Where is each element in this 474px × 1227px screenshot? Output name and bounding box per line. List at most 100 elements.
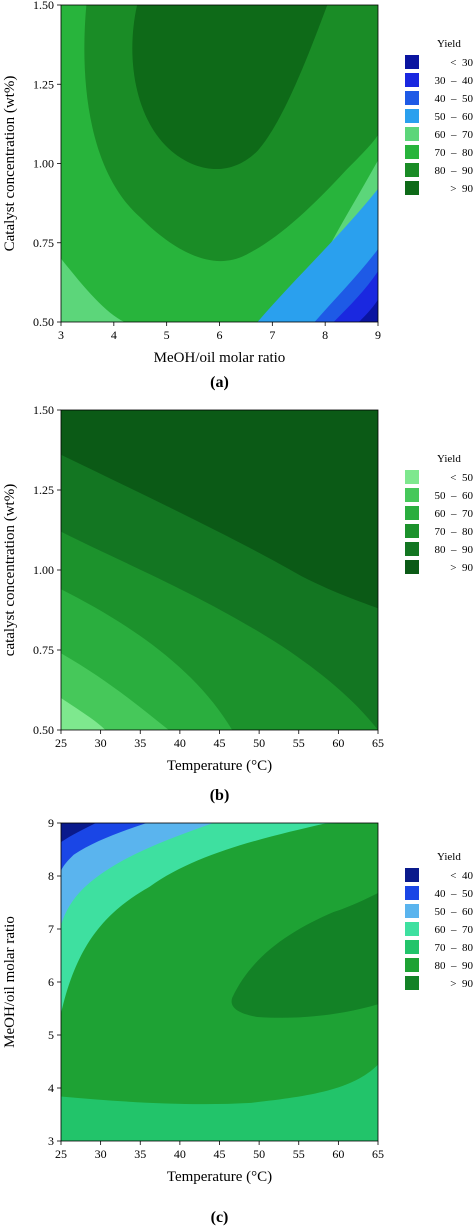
- y-tick-label: 1.25: [33, 77, 54, 91]
- contour-region: [61, 823, 328, 1014]
- contour-region: [61, 410, 378, 609]
- legend-swatch: [405, 506, 419, 520]
- legend-swatch: [405, 886, 419, 900]
- panel-label: (c): [211, 1209, 229, 1226]
- legend-label: 40 – 50: [435, 888, 474, 900]
- contour-region: [61, 823, 96, 843]
- contour-region: [231, 892, 378, 1018]
- x-tick-label: 7: [269, 328, 275, 342]
- legend-label: 60 – 70: [435, 508, 474, 520]
- y-tick-label: 0.75: [33, 643, 54, 657]
- y-axis-label: Catalyst concentration (wt%): [2, 76, 18, 252]
- legend-label: 50 – 60: [435, 906, 474, 918]
- legend-swatch: [405, 55, 419, 69]
- x-tick-label: 25: [55, 1147, 67, 1161]
- y-tick-label: 1.00: [33, 157, 54, 171]
- legend-swatch: [405, 976, 419, 990]
- contour-panel-1: 3 4 5 6 7 8 9 0.50 0.75 1.00 1.25 1.50 MeOH/oil mola…: [2, 0, 474, 391]
- legend-title: Yield: [437, 453, 461, 465]
- y-tick-label: 5: [48, 1028, 54, 1042]
- x-tick-label: 50: [253, 736, 265, 750]
- y-tick-label: 8: [48, 869, 54, 883]
- legend-swatch: [405, 163, 419, 177]
- legend-swatch: [405, 542, 419, 556]
- y-tick-label: 0.75: [33, 236, 54, 250]
- legend-swatch: [405, 868, 419, 882]
- legend-swatch: [405, 524, 419, 538]
- x-tick-label: 5: [164, 328, 170, 342]
- y-tick-label: 3: [48, 1134, 54, 1148]
- legend-label: > 90: [450, 978, 473, 990]
- y-tick-label: 1.50: [33, 0, 54, 12]
- legend-swatch: [405, 109, 419, 123]
- contour-regions: [61, 410, 378, 730]
- x-tick-label: 30: [95, 1147, 107, 1161]
- y-tick-label: 0.50: [33, 315, 54, 329]
- panel-label: (a): [210, 374, 229, 391]
- contour-panel-2: 25 30 35 40 45 50 55 60 65 0.50 0.75 1.00 1.25 1.50 Te…: [2, 403, 474, 804]
- legend-label: 70 – 80: [435, 526, 474, 538]
- contour-regions: [61, 823, 378, 1141]
- legend-label: 60 – 70: [435, 924, 474, 936]
- x-tick-label: 30: [95, 736, 107, 750]
- contour-region: [358, 299, 378, 322]
- legend-label: 30 – 40: [435, 75, 474, 87]
- legend-swatch: [405, 958, 419, 972]
- x-tick-label: 35: [134, 1147, 146, 1161]
- legend-swatch: [405, 181, 419, 195]
- legend-label: < 30: [450, 57, 473, 69]
- legend-label: < 40: [450, 870, 473, 882]
- y-tick-label: 1.50: [33, 403, 54, 417]
- legend-swatch: [405, 127, 419, 141]
- contour-regions: [61, 5, 378, 322]
- legend: Yield < 50 50 – 60 60 – 70 70 – 80 80 – 90 > 9…: [405, 453, 474, 574]
- contour-region: [333, 271, 378, 322]
- legend-label: 50 – 60: [435, 111, 474, 123]
- legend: Yield < 30 30 – 40 40 – 50 50 – 60 60 – 70 70 …: [405, 38, 474, 195]
- x-tick-label: 25: [55, 736, 67, 750]
- contour-region: [61, 698, 106, 730]
- legend-swatch: [405, 91, 419, 105]
- legend-label: 80 – 90: [435, 165, 474, 177]
- legend-title: Yield: [437, 851, 461, 863]
- x-axis-label: MeOH/oil molar ratio: [154, 350, 286, 366]
- legend-label: 40 – 50: [435, 93, 474, 105]
- x-tick-label: 40: [174, 1147, 186, 1161]
- legend-swatch: [405, 470, 419, 484]
- x-tick-label: 55: [293, 736, 305, 750]
- contour-region: [132, 5, 328, 170]
- legend-label: > 90: [450, 562, 473, 574]
- contour-region: [61, 823, 147, 871]
- legend-title: Yield: [437, 38, 461, 50]
- legend-swatch: [405, 904, 419, 918]
- legend-label: > 90: [450, 183, 473, 195]
- y-axis-label: MeOH/oil molar ratio: [2, 916, 18, 1048]
- x-tick-label: 45: [214, 736, 226, 750]
- y-tick-label: 7: [48, 922, 54, 936]
- legend-swatch: [405, 73, 419, 87]
- y-tick-label: 0.50: [33, 723, 54, 737]
- y-axis-label: catalyst concentration (wt%): [2, 484, 18, 656]
- legend-label: 80 – 90: [435, 960, 474, 972]
- x-tick-label: 50: [253, 1147, 265, 1161]
- legend-swatch: [405, 940, 419, 954]
- x-tick-label: 6: [217, 328, 223, 342]
- x-tick-label: 65: [372, 736, 384, 750]
- legend-label: 60 – 70: [435, 129, 474, 141]
- contour-region: [61, 823, 378, 1105]
- x-tick-label: 55: [293, 1147, 305, 1161]
- y-tick-label: 1.25: [33, 483, 54, 497]
- x-tick-label: 9: [375, 328, 381, 342]
- y-tick-label: 6: [48, 975, 54, 989]
- x-tick-label: 4: [111, 328, 117, 342]
- legend-label: < 50: [450, 472, 473, 484]
- contour-region: [61, 653, 169, 730]
- y-tick-label: 4: [48, 1081, 54, 1095]
- legend-label: 50 – 60: [435, 490, 474, 502]
- legend-label: 70 – 80: [435, 147, 474, 159]
- legend-swatch: [405, 922, 419, 936]
- x-tick-label: 40: [174, 736, 186, 750]
- x-axis-label: Temperature (°C): [167, 758, 272, 774]
- x-axis-label: Temperature (°C): [167, 1169, 272, 1185]
- legend: Yield < 40 40 – 50 50 – 60 60 – 70 70 – 80 80 …: [405, 851, 474, 990]
